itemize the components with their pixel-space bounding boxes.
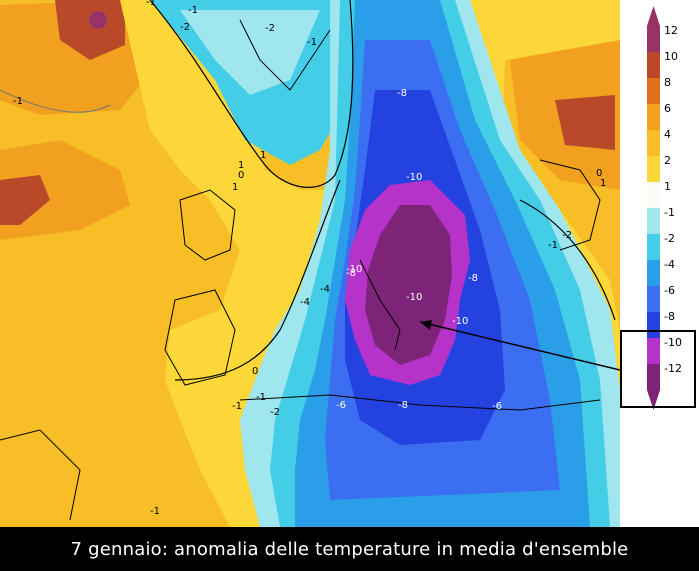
temperature-anomaly-map: -1 -2 -1 -2 -1 -1 1 0 1 1 -8 -10 -8 -10 …	[0, 0, 621, 527]
contour-labels: -1 -2 -1 -2 -1 -1 1 0 1 1 -8 -10 -8 -10 …	[13, 0, 606, 517]
contour-label: -1	[307, 37, 317, 48]
contour-label: 0	[238, 170, 244, 181]
contour-label: -6	[336, 400, 346, 411]
contour-label: 1	[260, 150, 266, 161]
legend-bin	[647, 260, 660, 286]
contour-greenland	[0, 89, 111, 113]
contour-label: -2	[270, 407, 280, 418]
contour-label: -4	[300, 297, 310, 308]
coastline-italy	[359, 259, 401, 351]
contour-label: -2	[180, 22, 190, 33]
contour-label: -10	[406, 172, 422, 183]
legend-tick-label: -6	[664, 284, 675, 297]
coastline-british-isles	[179, 189, 236, 261]
zero-contour-north	[149, 0, 354, 188]
legend-bin	[647, 52, 660, 78]
map-canvas: -1 -2 -1 -2 -1 -1 1 0 1 1 -8 -10 -8 -10 …	[0, 0, 621, 527]
coastline-scandinavia	[239, 19, 331, 91]
zero-contour-west	[174, 179, 341, 381]
contour-label: -1	[548, 240, 558, 251]
contour-label: -10	[406, 292, 422, 303]
coastline-north-africa	[239, 394, 601, 411]
legend-tick-label: 12	[664, 24, 678, 37]
legend-tick-label: 8	[664, 76, 671, 89]
legend-bin	[647, 78, 660, 104]
contour-label: -1	[256, 392, 266, 403]
caption-bar: 7 gennaio: anomalia delle temperature in…	[0, 527, 699, 571]
contour-label: 0	[252, 366, 258, 377]
color-legend: 12 10 8 6 4 2 1 -1 -2 -4 -6 -8 -10 -12	[620, 0, 699, 527]
contour-label: -1	[146, 0, 156, 8]
legend-bottom-tip	[647, 390, 660, 410]
warm-peak-greenland	[89, 11, 107, 29]
coastline-iberia	[164, 289, 236, 386]
contour-label: -2	[562, 230, 572, 241]
coastline-siberia	[539, 159, 601, 251]
cold-core-north-lobe	[424, 217, 440, 233]
legend-bin	[647, 234, 660, 260]
cold-band-arctic	[180, 10, 320, 95]
contour-label: -8	[346, 268, 356, 279]
pointer-arrow-head	[420, 320, 432, 330]
legend-tick-label: -10	[664, 336, 682, 349]
legend-bin	[647, 182, 660, 208]
legend-highlight-box	[620, 330, 696, 408]
legend-tick-label: 4	[664, 128, 671, 141]
legend-canvas: 12 10 8 6 4 2 1 -1 -2 -4 -6 -8 -10 -12	[620, 6, 696, 410]
legend-tick-label: 1	[664, 180, 671, 193]
contour-label: -6	[492, 401, 502, 412]
pointer-arrow-line	[419, 321, 621, 371]
contour-label: -1	[150, 506, 160, 517]
legend-bin	[647, 338, 660, 364]
legend-bin	[647, 286, 660, 312]
legend-tick-label: -1	[664, 206, 675, 219]
legend-tick-label: 2	[664, 154, 671, 167]
contour-label: -4	[320, 284, 330, 295]
warm-core-siberia	[555, 95, 615, 150]
legend-bin	[647, 364, 660, 390]
contour-label: -8	[468, 273, 478, 284]
legend-tick-label: -12	[664, 362, 682, 375]
legend-tick-label: -2	[664, 232, 675, 245]
warm-anomaly-atlantic	[0, 140, 130, 240]
warm-core-atlantic	[0, 175, 50, 225]
contour-label: -1	[232, 401, 242, 412]
legend-bin	[647, 156, 660, 182]
contour-label: 1	[600, 178, 606, 189]
contour-label: -8	[398, 400, 408, 411]
contour-label: 0	[596, 168, 602, 179]
legend-bin	[647, 208, 660, 234]
legend-bin	[647, 104, 660, 130]
contour-label: -8	[397, 88, 407, 99]
contour-label: -10	[346, 264, 362, 275]
contour-label: -10	[452, 316, 468, 327]
contour-label: -2	[265, 23, 275, 34]
legend-bin	[647, 130, 660, 156]
legend-tick-label: 10	[664, 50, 678, 63]
legend-top-tip	[647, 6, 660, 26]
contour-label: -1	[13, 96, 23, 107]
contour-label: 1	[238, 160, 244, 171]
legend-bin	[647, 26, 660, 52]
contour-label: 1	[232, 182, 238, 193]
legend-bins	[647, 6, 660, 410]
legend-tick-label: -4	[664, 258, 675, 271]
coastline-america	[0, 429, 81, 521]
legend-ticks: 12 10 8 6 4 2 1 -1 -2 -4 -6 -8 -10 -12	[664, 24, 682, 375]
legend-tick-label: -8	[664, 310, 675, 323]
contour-label: -1	[188, 5, 198, 16]
caption-text: 7 gennaio: anomalia delle temperature in…	[70, 538, 629, 560]
legend-bin	[647, 312, 660, 338]
warm-core-greenland	[55, 0, 125, 60]
legend-tick-label: 6	[664, 102, 671, 115]
